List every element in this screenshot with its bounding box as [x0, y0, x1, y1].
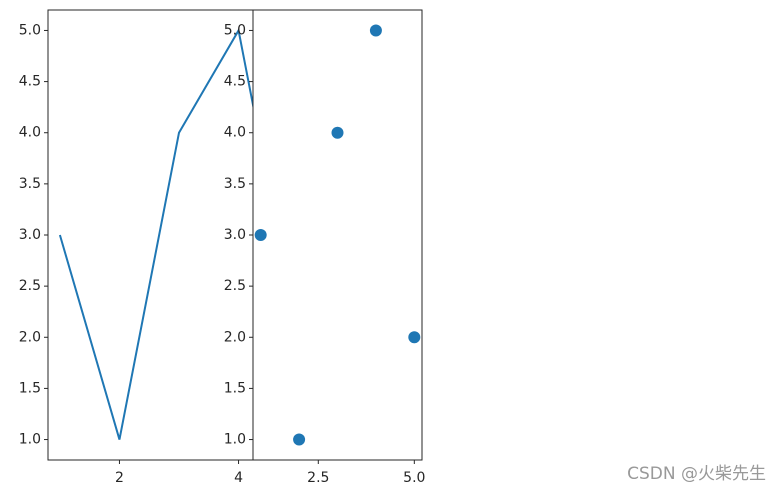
y-tick-label: 4.0 — [19, 125, 41, 141]
y-tick-label: 3.5 — [224, 176, 246, 192]
y-tick-label: 3.5 — [19, 176, 41, 192]
y-tick-label: 4.0 — [224, 125, 246, 141]
y-tick-label: 2.0 — [19, 329, 41, 345]
x-tick-label: 4 — [234, 470, 243, 486]
watermark: CSDN @火柴先生 — [627, 464, 766, 484]
y-tick-label: 4.5 — [224, 74, 246, 90]
y-tick-label: 1.5 — [224, 380, 246, 396]
y-tick-label: 5.0 — [224, 22, 246, 38]
scatter-point — [254, 229, 267, 241]
y-tick-label: 4.5 — [19, 74, 41, 90]
y-tick-label: 5.0 — [19, 22, 41, 38]
scatter-point — [369, 24, 382, 37]
scatter-point — [408, 331, 421, 344]
x-tick-label: 2.5 — [307, 470, 329, 486]
plot-area — [254, 24, 421, 446]
y-tick-label: 2.5 — [224, 278, 246, 294]
x-tick-label: 2 — [115, 470, 124, 486]
y-tick-label: 2.5 — [19, 278, 41, 294]
axes-frame — [252, 9, 423, 461]
axes-background — [253, 10, 422, 460]
y-tick-label: 1.5 — [19, 380, 41, 396]
y-tick-label: 2.0 — [224, 329, 246, 345]
y-tick-label: 3.0 — [19, 227, 41, 243]
x-tick-label: 5.0 — [403, 470, 425, 486]
scatter-point — [331, 126, 344, 139]
axes: 1.0 1.5 2.0 2.5 3.0 3.5 4.0 4.5 5.0 2.5 5.0 — [224, 9, 425, 486]
y-tick-label: 1.0 — [19, 432, 41, 448]
scatter-point — [293, 433, 306, 446]
y-tick-label: 1.0 — [224, 432, 246, 448]
y-tick-label: 3.0 — [224, 227, 246, 243]
